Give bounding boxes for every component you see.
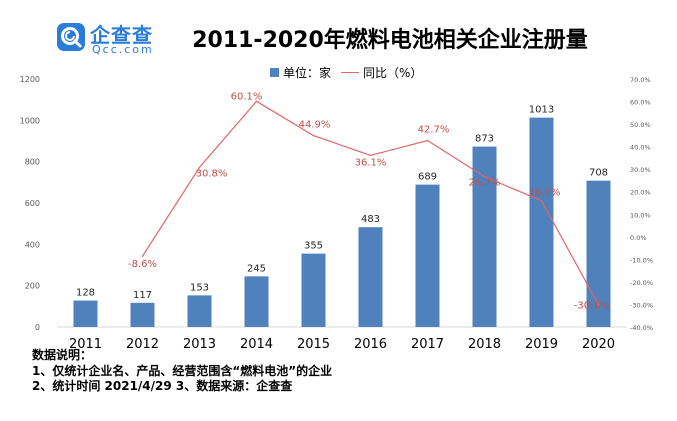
y-tick-label: 600 bbox=[25, 199, 40, 208]
legend-line-swatch bbox=[341, 72, 360, 73]
yoy-point-2017 bbox=[426, 139, 429, 142]
y-tick-label: 800 bbox=[25, 158, 40, 167]
bar-2020 bbox=[586, 180, 611, 327]
bar-2012 bbox=[130, 302, 155, 327]
bar-2011 bbox=[73, 300, 98, 327]
notes-heading: 数据说明： bbox=[32, 348, 93, 362]
y2-tick-label: -10.0% bbox=[630, 256, 653, 264]
y2-tick-label: 0.0% bbox=[630, 234, 647, 242]
legend-bar-swatch bbox=[270, 68, 279, 77]
bar-2019 bbox=[529, 117, 554, 327]
bar-2017 bbox=[415, 184, 440, 327]
y2-tick-label: 60.0% bbox=[630, 99, 651, 107]
notes-line-1: 1、仅统计企业名、产品、经营范围含“燃料电池”的企业 bbox=[32, 363, 333, 378]
yoy-point-2016 bbox=[369, 154, 372, 157]
y2-tick-label: 30.0% bbox=[630, 166, 651, 174]
x-tick-label: 2011 bbox=[69, 337, 102, 352]
y-tick-label: 200 bbox=[25, 282, 40, 291]
x-tick-label: 2020 bbox=[582, 337, 615, 352]
yoy-value-label: 36.1% bbox=[355, 157, 387, 168]
y2-tick-label: -40.0% bbox=[630, 324, 653, 332]
bar-2016 bbox=[358, 227, 383, 327]
yoy-value-label: 30.8% bbox=[196, 168, 228, 179]
qcc-logo-icon bbox=[57, 23, 85, 51]
data-notes: 数据说明： 1、仅统计企业名、产品、经营范围含“燃料电池”的企业 2、统计时间 … bbox=[32, 348, 332, 395]
x-tick-label: 2013 bbox=[183, 337, 216, 352]
yoy-point-2019 bbox=[540, 199, 543, 202]
y2-tick-label: 10.0% bbox=[630, 211, 651, 219]
y-tick-label: 400 bbox=[25, 240, 40, 249]
logo-name-cn: 企查查 bbox=[90, 23, 153, 47]
bar-value-label: 873 bbox=[475, 134, 494, 145]
yoy-value-label: 26.7% bbox=[469, 178, 501, 189]
yoy-value-label: 42.7% bbox=[418, 125, 450, 136]
bar-2013 bbox=[187, 295, 212, 327]
legend-line-label: 同比（%） bbox=[363, 66, 423, 80]
yoy-point-2012 bbox=[141, 255, 144, 258]
bar-2018 bbox=[472, 146, 497, 327]
y2-tick-label: -30.0% bbox=[630, 301, 653, 309]
yoy-value-label: 44.9% bbox=[299, 120, 331, 131]
legend-bar-label: 单位：家 bbox=[283, 66, 332, 80]
y-tick-label: 1000 bbox=[20, 116, 40, 125]
qcc-logo: 企查查 Qcc.com bbox=[56, 19, 196, 59]
yoy-value-label: 60.1% bbox=[231, 91, 263, 102]
x-tick-label: 2014 bbox=[240, 337, 273, 352]
y2-tick-label: 40.0% bbox=[630, 144, 651, 152]
x-tick-label: 2017 bbox=[411, 337, 444, 352]
bar-value-label: 483 bbox=[361, 214, 380, 225]
notes-line-2: 2、统计时间 2021/4/29 3、数据来源：企查查 bbox=[32, 379, 293, 393]
yoy-point-2020 bbox=[597, 303, 600, 306]
bar-value-label: 128 bbox=[76, 288, 95, 299]
logo-name-en: Qcc.com bbox=[92, 43, 154, 56]
bar-value-label: 153 bbox=[190, 282, 209, 293]
x-tick-label: 2019 bbox=[525, 337, 558, 352]
bar-value-label: 117 bbox=[133, 290, 152, 301]
x-tick-label: 2015 bbox=[297, 337, 330, 352]
y-tick-label: 0 bbox=[35, 323, 40, 332]
x-tick-label: 2018 bbox=[468, 337, 501, 352]
y2-tick-label: 50.0% bbox=[630, 121, 651, 129]
yoy-value-label: 16.0% bbox=[529, 188, 561, 199]
y2-tick-label: -20.0% bbox=[630, 279, 653, 287]
bar-value-label: 689 bbox=[418, 172, 437, 183]
chart-legend: 单位：家 同比（%） bbox=[270, 64, 422, 82]
bar-value-label: 1013 bbox=[529, 105, 554, 116]
yoy-point-2015 bbox=[312, 134, 315, 137]
x-tick-label: 2012 bbox=[126, 337, 159, 352]
chart-title: 2011-2020年燃料电池相关企业注册量 bbox=[192, 28, 588, 53]
y2-tick-label: 20.0% bbox=[630, 189, 651, 197]
y-tick-label: 1200 bbox=[20, 75, 40, 84]
bar-value-label: 708 bbox=[589, 168, 608, 179]
yoy-value-label: -8.6% bbox=[128, 259, 157, 270]
x-tick-label: 2016 bbox=[354, 337, 387, 352]
bar-value-label: 355 bbox=[304, 241, 323, 252]
y2-tick-label: 70.0% bbox=[630, 76, 651, 84]
yoy-point-2013 bbox=[198, 166, 201, 169]
yoy-value-label: -30.1% bbox=[574, 301, 609, 312]
yoy-point-2014 bbox=[255, 100, 258, 103]
yoy-point-2018 bbox=[483, 175, 486, 178]
bar-2015 bbox=[301, 253, 326, 327]
bar-value-label: 245 bbox=[247, 263, 266, 274]
bar-2014 bbox=[244, 276, 269, 327]
